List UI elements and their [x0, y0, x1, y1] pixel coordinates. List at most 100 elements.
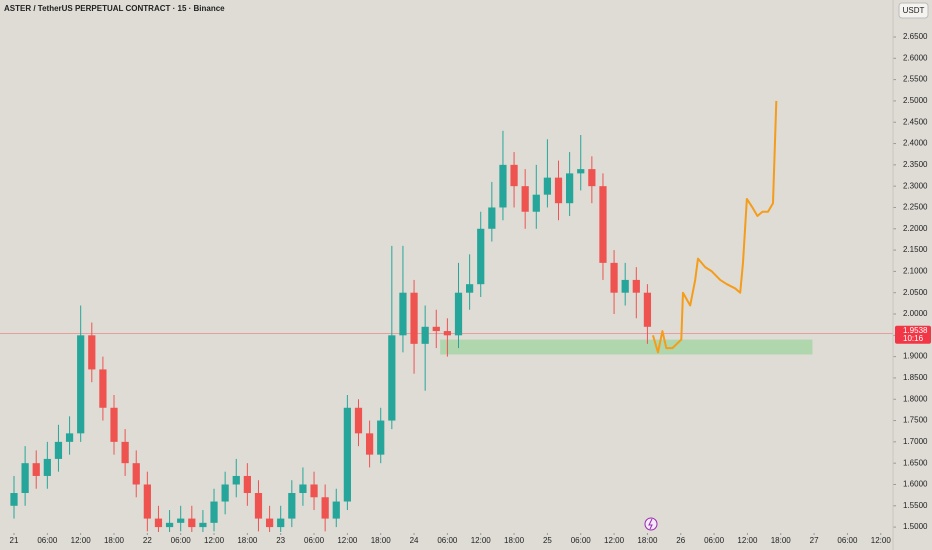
countdown-label: 10:16 — [903, 334, 924, 343]
y-tick-label: 2.4000 — [903, 139, 928, 148]
y-tick-label: 2.5000 — [903, 96, 928, 105]
y-tick-label: 2.0000 — [903, 309, 928, 318]
x-tick-label: 12:00 — [204, 536, 225, 545]
candle-body — [210, 501, 218, 523]
candle-body — [388, 335, 396, 421]
candle-body — [477, 228, 485, 285]
candle-body — [232, 475, 240, 485]
currency: USDT — [903, 6, 925, 15]
candle-body — [332, 501, 340, 519]
x-tick-label: 18:00 — [771, 536, 792, 545]
support-zone — [440, 339, 813, 355]
x-tick-label: 23 — [276, 536, 285, 545]
candle-body — [265, 518, 274, 528]
x-tick-label: 12:00 — [737, 536, 758, 545]
event-icon[interactable] — [644, 517, 658, 531]
x-tick-label: 21 — [10, 536, 19, 545]
y-tick-label: 2.6500 — [903, 32, 928, 41]
forecast-line — [652, 100, 778, 354]
y-tick-label: 1.9000 — [903, 352, 928, 361]
candle-body — [88, 335, 96, 370]
candle-body — [188, 518, 196, 528]
candle-body — [566, 173, 574, 204]
candle-body — [521, 186, 529, 212]
candle-body — [421, 326, 429, 344]
candle-body — [399, 292, 407, 336]
x-tick-label: 18:00 — [504, 536, 525, 545]
candle-body — [532, 194, 540, 212]
candle-body — [32, 463, 40, 476]
x-tick-label: 12:00 — [871, 536, 892, 545]
y-tick-label: 2.3000 — [903, 181, 928, 190]
x-tick-label: 18:00 — [104, 536, 125, 545]
candle-body — [99, 369, 107, 408]
y-tick-label: 1.8000 — [903, 394, 928, 403]
candle-body — [154, 518, 163, 528]
y-tick-label: 1.7500 — [903, 416, 928, 425]
y-tick-label: 1.6500 — [903, 458, 928, 467]
candle-body — [510, 164, 518, 187]
candle-body — [577, 169, 585, 174]
x-tick-label: 27 — [810, 536, 819, 545]
x-tick-label: 06:00 — [571, 536, 592, 545]
x-tick-label: 06:00 — [304, 536, 325, 545]
y-tick-label: 1.5500 — [903, 501, 928, 510]
candle-body — [199, 522, 207, 528]
candle-body — [554, 177, 563, 204]
candle-body — [610, 262, 618, 293]
candle-body — [621, 279, 629, 293]
x-tick-label: 06:00 — [837, 536, 858, 545]
candle-body — [254, 493, 263, 519]
last-price-label: 1.9538 — [903, 326, 928, 335]
x-tick-label: 12:00 — [471, 536, 492, 545]
x-tick-label: 06:00 — [437, 536, 458, 545]
candle-body — [488, 207, 496, 229]
event-bolt — [648, 518, 653, 530]
candle-body — [632, 279, 640, 293]
candle-body — [65, 433, 74, 442]
y-tick-label: 2.1500 — [903, 245, 928, 254]
y-tick-label: 2.3500 — [903, 160, 928, 169]
candle-body — [110, 407, 118, 442]
candle-body — [288, 493, 296, 519]
candle-body — [599, 186, 607, 263]
x-tick-label: 18:00 — [237, 536, 258, 545]
y-tick-label: 2.4500 — [903, 117, 928, 126]
y-tick-label: 2.0500 — [903, 288, 928, 297]
candle-body — [143, 484, 151, 519]
candle-body — [54, 441, 63, 459]
candle-body — [321, 497, 329, 519]
candle-body — [243, 475, 251, 494]
candle-body — [277, 518, 285, 528]
candle-body — [221, 484, 229, 502]
candle-body — [410, 292, 418, 344]
candle-body — [377, 420, 385, 455]
x-tick-label: 18:00 — [637, 536, 658, 545]
currency-box — [898, 2, 929, 19]
candle-body — [543, 177, 552, 195]
candle-body — [354, 407, 363, 434]
x-tick-label: 26 — [676, 536, 685, 545]
y-tick-label: 1.7000 — [903, 437, 928, 446]
y-tick-label: 1.6000 — [903, 480, 928, 489]
candle-body — [466, 284, 474, 293]
candle-body — [310, 484, 318, 498]
x-tick-label: 06:00 — [704, 536, 725, 545]
candle-body — [454, 292, 463, 336]
candle-body — [299, 484, 307, 494]
x-tick-label: 18:00 — [371, 536, 392, 545]
x-tick-label: 22 — [143, 536, 152, 545]
candle-body — [443, 331, 452, 336]
y-tick-label: 2.6000 — [903, 53, 928, 62]
x-tick-label: 06:00 — [171, 536, 192, 545]
last-price-box — [895, 325, 931, 344]
x-tick-label: 06:00 — [37, 536, 58, 545]
candle-body — [165, 522, 174, 528]
y-tick-label: 2.2000 — [903, 224, 928, 233]
y-tick-label: 2.2500 — [903, 203, 928, 212]
candle-body — [177, 518, 185, 523]
candle-body — [365, 433, 374, 455]
